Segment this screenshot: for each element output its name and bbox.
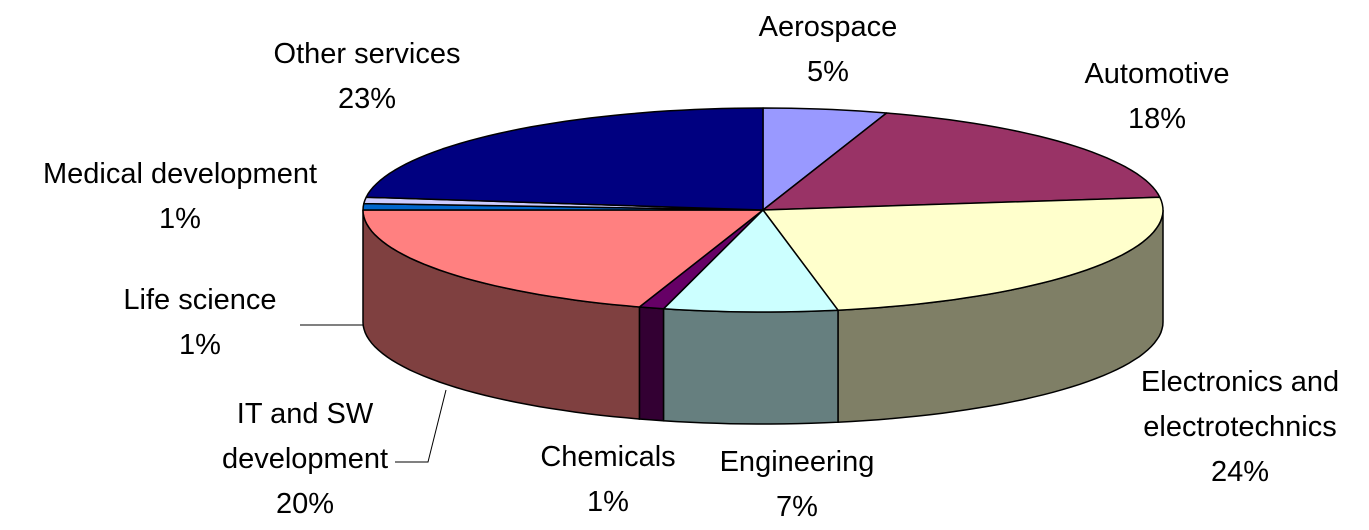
- slice-label: Chemicals 1%: [408, 435, 808, 525]
- slice-side: [662, 308, 839, 425]
- value-label: 1%: [159, 203, 201, 235]
- slice: [662, 209, 839, 313]
- category-label: Aerospace: [758, 11, 898, 43]
- value-label: 7%: [776, 491, 818, 523]
- slice: [762, 112, 1161, 211]
- category-label: Medical development: [42, 158, 318, 190]
- slice: [762, 196, 1164, 311]
- slice-label: Automotive 18%: [957, 52, 1357, 142]
- slice-label: Electronics and electrotechnics 24%: [1105, 360, 1369, 495]
- value-label: 5%: [807, 56, 849, 88]
- category-label: IT and SW development: [221, 398, 389, 475]
- category-label: Automotive: [1084, 58, 1230, 90]
- value-label: 23%: [337, 83, 397, 115]
- value-label: 18%: [1127, 103, 1187, 135]
- category-label: Engineering: [719, 446, 875, 478]
- category-label: Other services: [273, 38, 461, 70]
- slice-label: Engineering 7%: [597, 440, 997, 530]
- slice: [365, 107, 764, 211]
- category-label: Life science: [123, 284, 277, 316]
- leader-line: [395, 389, 447, 463]
- value-label: 1%: [179, 329, 221, 361]
- slice-label: Life science 1%: [0, 278, 400, 368]
- slice: [362, 209, 764, 308]
- category-label: Chemicals: [540, 441, 676, 473]
- slice-side: [638, 306, 665, 422]
- value-label: 20%: [275, 488, 335, 520]
- category-label: Electronics and electrotechnics: [1140, 366, 1340, 443]
- value-label: 1%: [587, 486, 629, 518]
- slice-label: Medical development 1%: [0, 152, 380, 242]
- value-label: 24%: [1210, 456, 1270, 488]
- slice-label: IT and SW development 20%: [198, 392, 413, 527]
- slice-label: Other services 23%: [167, 32, 567, 122]
- slice: [762, 107, 888, 211]
- slice-label: Aerospace 5%: [628, 5, 1028, 95]
